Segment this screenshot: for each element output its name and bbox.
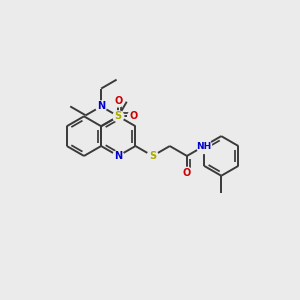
Circle shape [182,167,192,178]
Text: N: N [114,151,122,161]
Circle shape [113,151,124,161]
Text: S: S [149,151,156,161]
Text: N: N [97,101,105,111]
Text: O: O [183,168,191,178]
Text: NH: NH [196,142,212,151]
Circle shape [96,101,106,112]
Circle shape [113,111,124,122]
Circle shape [113,96,124,107]
Text: O: O [114,97,122,106]
Text: S: S [115,111,122,121]
Circle shape [128,111,139,122]
Text: O: O [129,111,137,121]
Circle shape [147,151,158,161]
Circle shape [197,139,212,154]
